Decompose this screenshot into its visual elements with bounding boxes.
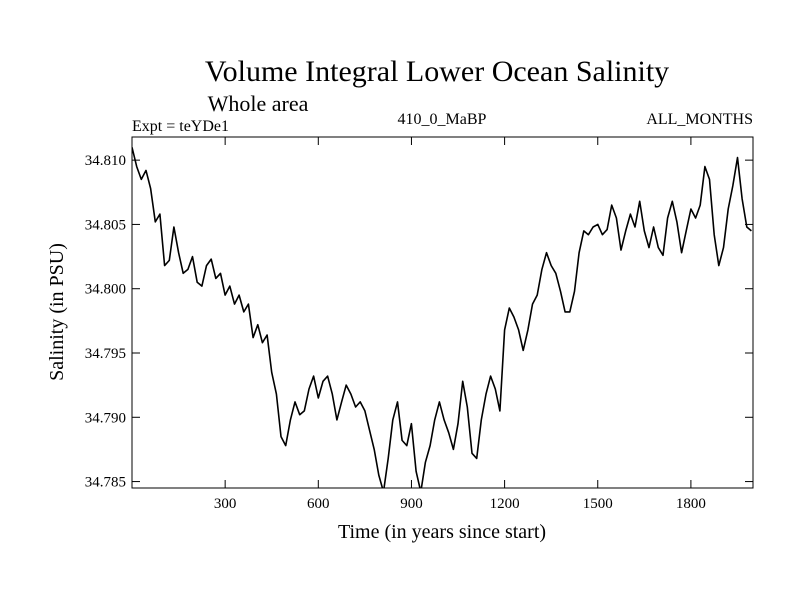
- period-label: 410_0_MaBP: [398, 111, 487, 128]
- salinity-series-line: [132, 147, 752, 488]
- x-tick-label: 1200: [490, 496, 520, 512]
- y-axis-label: Salinity (in PSU): [46, 243, 68, 381]
- plot-frame: [131, 136, 754, 489]
- y-tick-label: 34.790: [85, 410, 126, 426]
- y-tick-label: 34.810: [85, 153, 126, 169]
- y-tick-label: 34.795: [85, 346, 126, 362]
- chart-title: Volume Integral Lower Ocean Salinity: [205, 55, 669, 88]
- x-axis: 300 600 900 1200 1500 1800: [214, 137, 706, 512]
- y-tick-label: 34.785: [85, 475, 126, 491]
- x-tick-label: 600: [307, 496, 330, 512]
- x-tick-label: 1800: [676, 496, 706, 512]
- experiment-label: Expt = teYDe1: [132, 118, 229, 135]
- y-tick-label: 34.800: [85, 282, 126, 298]
- x-tick-label: 300: [214, 496, 237, 512]
- y-tick-label: 34.805: [85, 217, 126, 233]
- x-tick-label: 900: [400, 496, 423, 512]
- months-label: ALL_MONTHS: [646, 111, 753, 128]
- y-axis: 34.785 34.790 34.795 34.800 34.805 34.810: [85, 153, 753, 491]
- x-axis-label: Time (in years since start): [338, 521, 546, 543]
- x-tick-label: 1500: [583, 496, 613, 512]
- chart-subtitle: Whole area: [208, 91, 309, 116]
